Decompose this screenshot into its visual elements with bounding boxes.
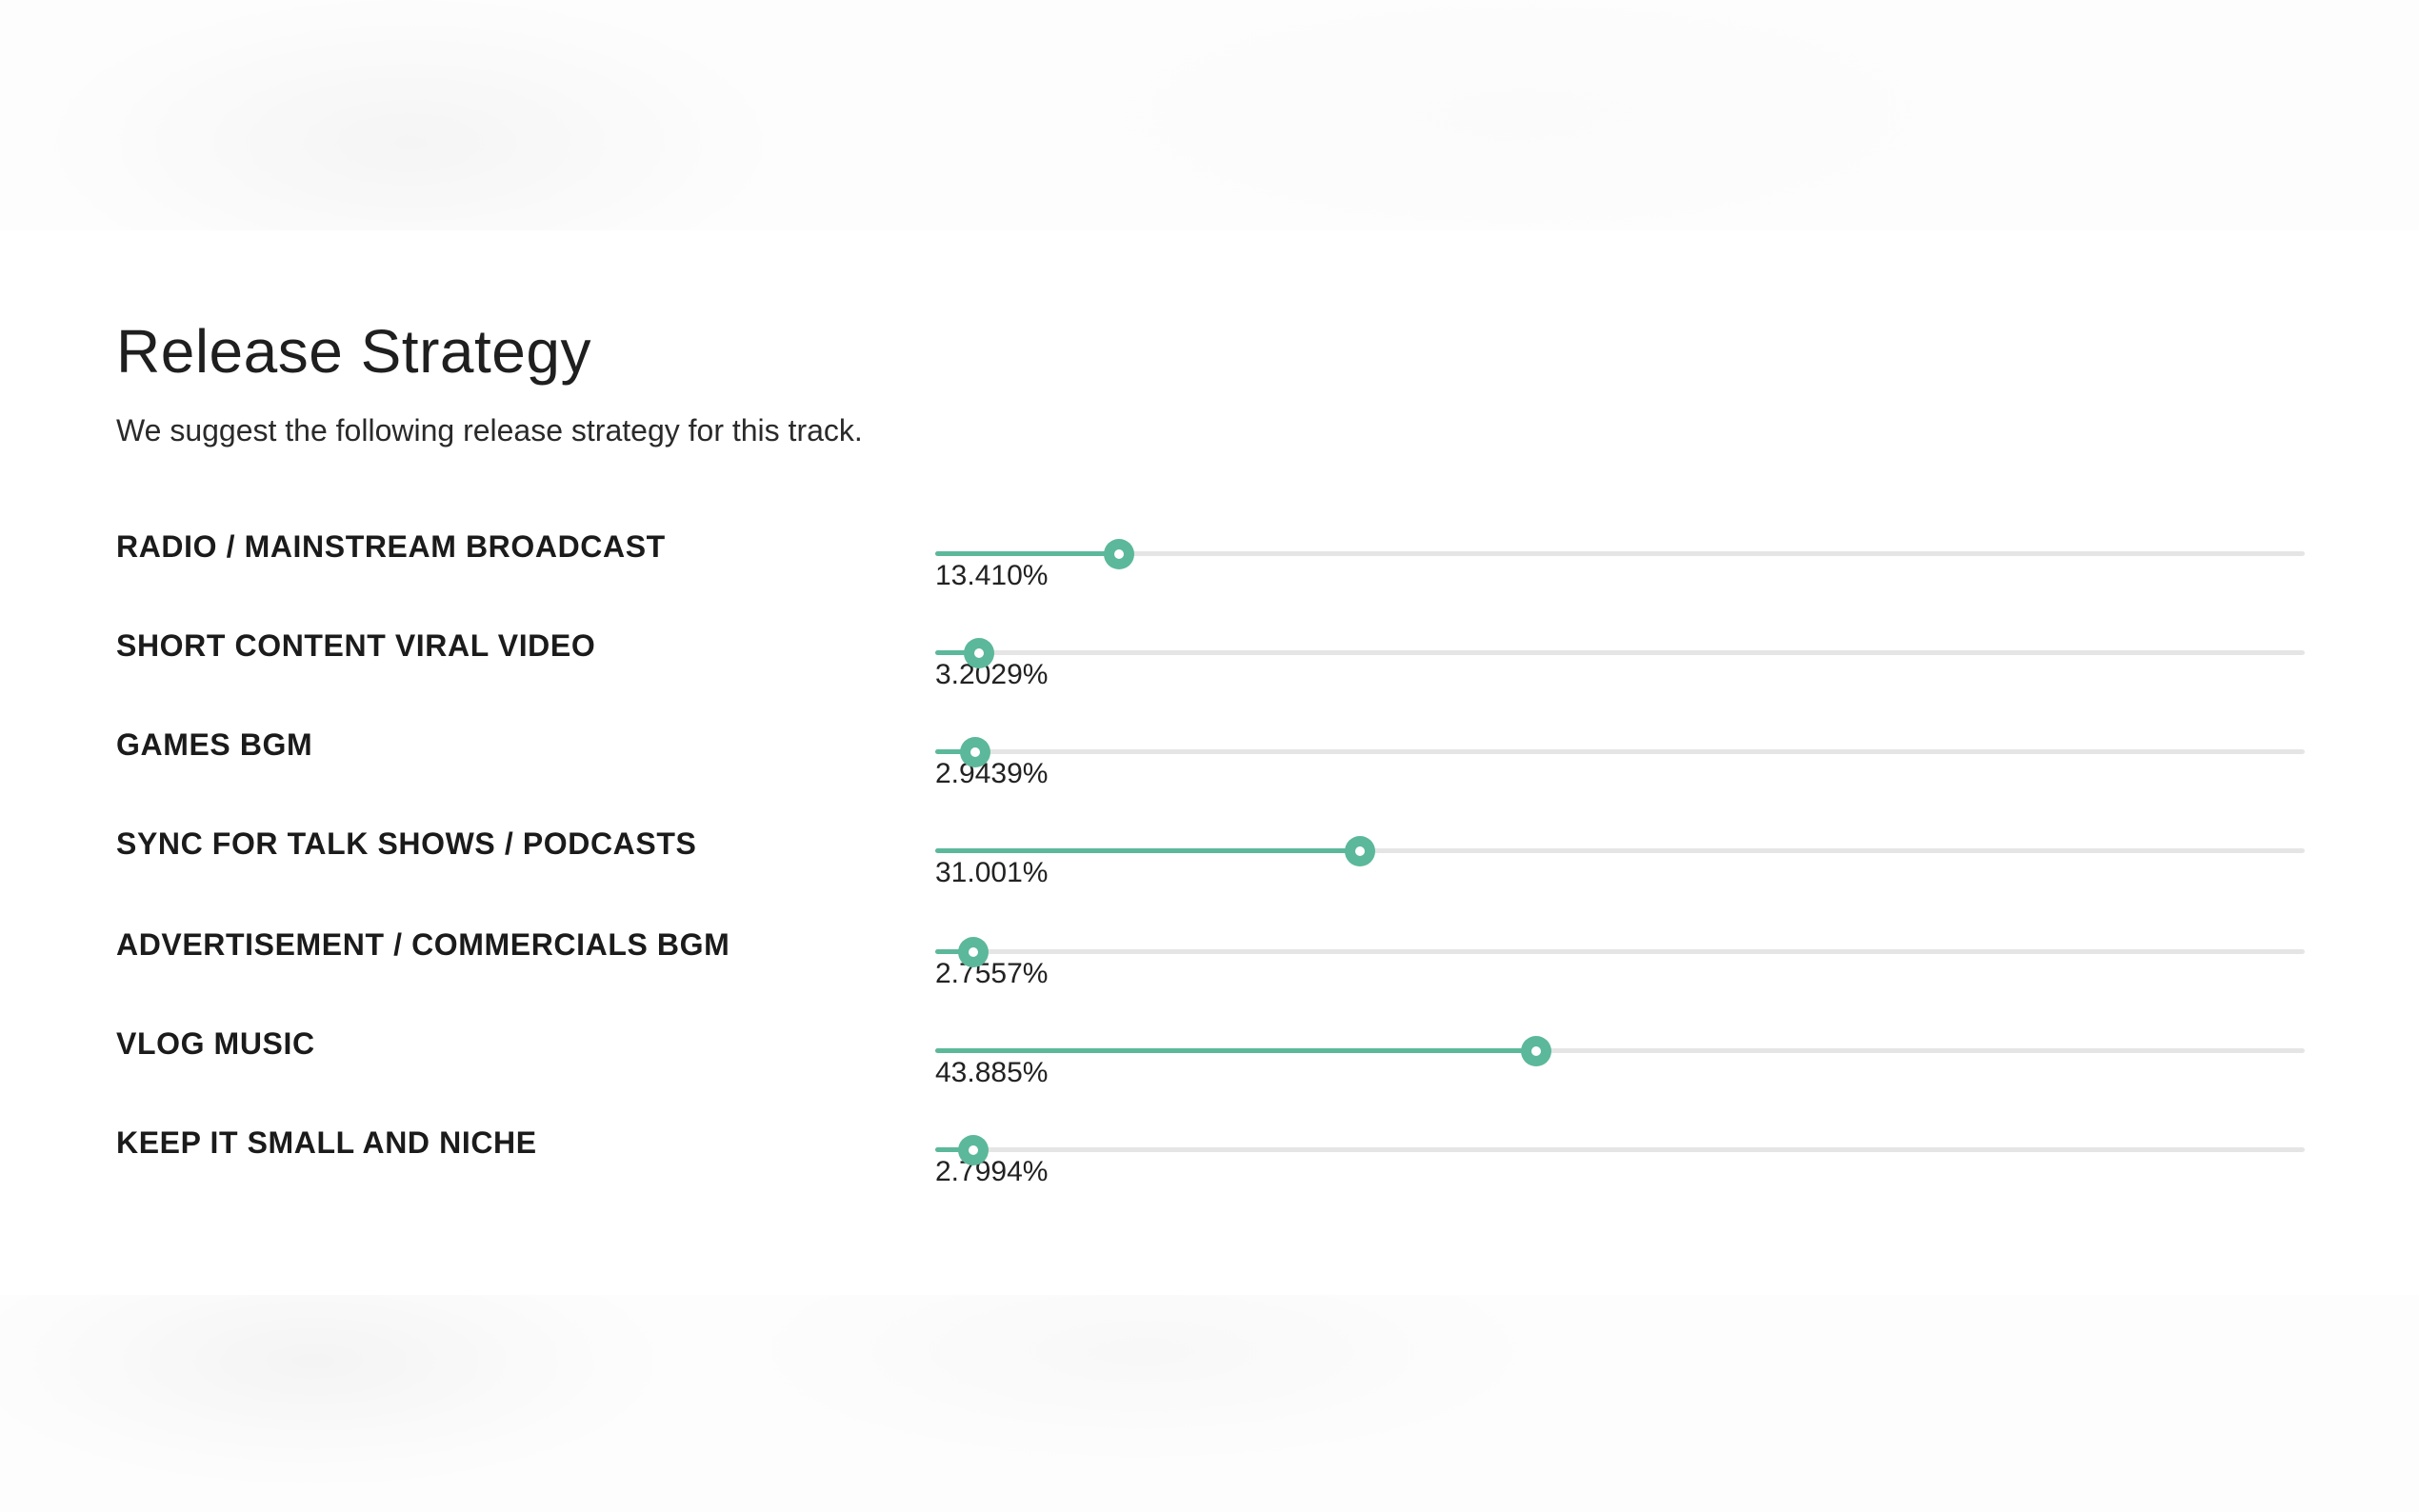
slider-fill bbox=[935, 848, 1360, 853]
page-title: Release Strategy bbox=[116, 317, 591, 386]
slider-value: 31.001% bbox=[935, 857, 1049, 888]
slider-thumb[interactable] bbox=[1344, 836, 1375, 866]
background-top bbox=[0, 0, 2419, 230]
slider-thumb[interactable] bbox=[958, 1135, 990, 1165]
slider-value: 43.885% bbox=[935, 1057, 1049, 1088]
slider-thumb[interactable] bbox=[960, 737, 991, 767]
slider-fill bbox=[935, 1048, 1537, 1053]
slider-value: 2.7994% bbox=[935, 1156, 1049, 1187]
strategy-label: SYNC FOR TALK SHOWS / PODCASTS bbox=[116, 826, 697, 861]
strategy-row: KEEP IT SMALL AND NICHE 2.7994% bbox=[0, 1125, 2419, 1226]
slider-value: 2.9439% bbox=[935, 758, 1049, 789]
strategy-label: ADVERTISEMENT / COMMERCIALS BGM bbox=[116, 927, 730, 962]
slider-track[interactable] bbox=[935, 1048, 2305, 1053]
slider-fill bbox=[935, 749, 976, 754]
slider-track[interactable] bbox=[935, 749, 2305, 754]
background-bottom bbox=[0, 1295, 2419, 1512]
strategy-label: VLOG MUSIC bbox=[116, 1026, 315, 1061]
slider-fill bbox=[935, 650, 980, 655]
strategy-row: GAMES BGM 2.9439% bbox=[0, 727, 2419, 828]
slider-track[interactable] bbox=[935, 650, 2305, 655]
release-strategy-card bbox=[0, 230, 2419, 1295]
strategy-row: SHORT CONTENT VIRAL VIDEO 3.2029% bbox=[0, 628, 2419, 729]
slider-track[interactable] bbox=[935, 848, 2305, 853]
slider-track[interactable] bbox=[935, 1147, 2305, 1152]
slider-thumb[interactable] bbox=[1521, 1036, 1552, 1066]
strategy-row: VLOG MUSIC 43.885% bbox=[0, 1026, 2419, 1127]
strategy-row: ADVERTISEMENT / COMMERCIALS BGM 2.7557% bbox=[0, 927, 2419, 1028]
strategy-label: RADIO / MAINSTREAM BROADCAST bbox=[116, 529, 666, 564]
strategy-label: SHORT CONTENT VIRAL VIDEO bbox=[116, 628, 596, 663]
slider-fill bbox=[935, 551, 1119, 556]
slider-value: 3.2029% bbox=[935, 659, 1049, 690]
strategy-row: RADIO / MAINSTREAM BROADCAST 13.410% bbox=[0, 529, 2419, 630]
slider-thumb[interactable] bbox=[957, 937, 989, 967]
slider-track[interactable] bbox=[935, 551, 2305, 556]
strategy-row: SYNC FOR TALK SHOWS / PODCASTS 31.001% bbox=[0, 826, 2419, 927]
strategy-label: KEEP IT SMALL AND NICHE bbox=[116, 1125, 537, 1160]
page-subtitle: We suggest the following release strateg… bbox=[116, 413, 863, 448]
slider-thumb[interactable] bbox=[1103, 539, 1134, 569]
slider-track[interactable] bbox=[935, 949, 2305, 954]
slider-value: 2.7557% bbox=[935, 958, 1049, 989]
slider-value: 13.410% bbox=[935, 560, 1049, 591]
slider-fill bbox=[935, 1147, 974, 1152]
slider-fill bbox=[935, 949, 973, 954]
slider-thumb[interactable] bbox=[964, 638, 995, 668]
strategy-label: GAMES BGM bbox=[116, 727, 313, 762]
